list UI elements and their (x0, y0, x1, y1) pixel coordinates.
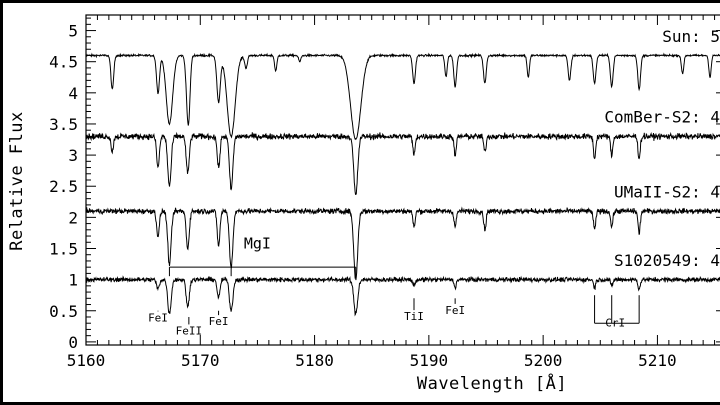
y-tick-label: 2.5 (49, 177, 78, 196)
spectrum-line-3 (86, 275, 720, 317)
y-axis-title: Relative Flux (7, 111, 27, 251)
annotation-label-5: FeI (445, 304, 465, 317)
x-axis: 5160 5170 5180 5190 5200 5210 (67, 15, 716, 370)
y-tick-label: 3 (68, 146, 78, 165)
annotation-label-2: FeII (176, 324, 203, 337)
y-tick-label: 0 (68, 333, 78, 352)
series-label-2: UMaII-S2: 4 (614, 182, 720, 201)
y-tick-label: 1.5 (49, 239, 78, 258)
annotation-label-1: FeI (148, 311, 168, 324)
series-label-1: ComBer-S2: 4 (604, 108, 720, 127)
y-tick-label: 4.5 (49, 53, 78, 72)
y-tick-label: 0.5 (49, 302, 78, 321)
plot-content: Sun: 5 ComBer-S2: 4 UMaII-S2: 4 S1020549: 4… (86, 27, 720, 337)
y-tick-label: 3.5 (49, 115, 78, 134)
y-tick-label: 4 (68, 84, 78, 103)
annotation-label-3: FeI (209, 315, 229, 328)
spectrum-line-2 (86, 206, 720, 281)
series-label-0: Sun: 5 (662, 27, 720, 46)
x-tick-label: 5160 (67, 351, 106, 370)
annotation-label-6: CrI (605, 316, 625, 329)
spectrum-line-0 (86, 52, 720, 141)
x-axis-title: Wavelength [Å] (417, 372, 567, 394)
x-tick-label: 5170 (181, 351, 220, 370)
annotation-label-4: TiI (404, 310, 424, 323)
x-tick-label: 5190 (410, 351, 449, 370)
x-tick-label: 5180 (295, 351, 334, 370)
plot-paper (3, 3, 720, 402)
y-axis: 0 0.5 1 1.5 2 2.5 3 3.5 4 4.5 5 (49, 17, 720, 352)
spectrum-line-1 (86, 131, 720, 195)
y-tick-label: 5 (68, 22, 78, 41)
x-tick-label: 5200 (524, 351, 563, 370)
y-tick-label: 2 (68, 208, 78, 227)
y-tick-label: 1 (68, 271, 78, 290)
series-label-3: S1020549: 4 (614, 251, 720, 270)
annotation-label-0: MgI (244, 234, 271, 252)
x-tick-label: 5210 (638, 351, 677, 370)
